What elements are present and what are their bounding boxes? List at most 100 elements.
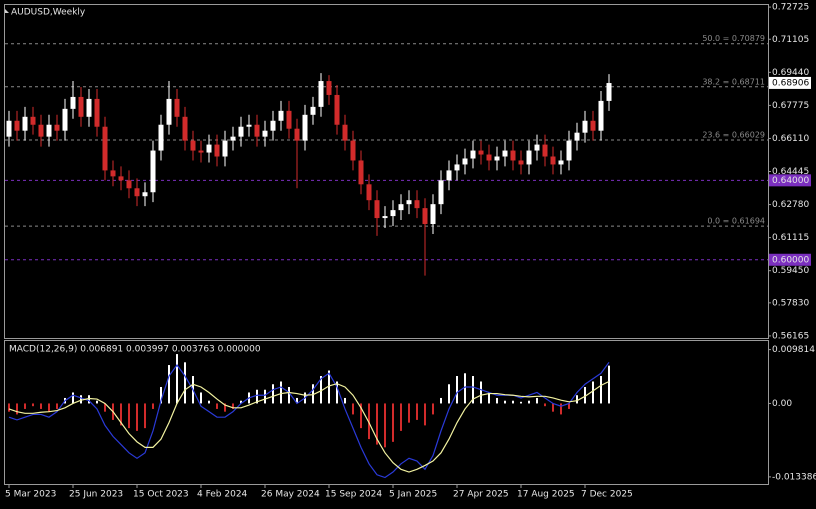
macd-histogram-bar [56,403,58,409]
macd-histogram-bar [280,381,282,404]
macd-histogram-bar [448,384,450,404]
macd-histogram-bar [496,397,498,404]
macd-histogram-bar [72,392,74,404]
x-tick-label: 7 Dec 2025 [581,490,633,500]
candle-body [606,83,612,101]
candle-body [14,120,20,131]
macd-histogram-bar [32,403,34,407]
x-tick-label: 5 Jan 2025 [389,490,437,500]
current-price-box [769,76,811,89]
macd-title: MACD(12,26,9) 0.006891 0.003997 0.003763… [9,345,261,355]
macd-histogram-bar [136,403,138,431]
candle-body [326,81,332,95]
panel-icon [5,9,9,13]
macd-histogram-bar [96,400,98,404]
candle-body [478,150,484,155]
candle-body [70,96,76,109]
candle-body [174,98,180,117]
macd-histogram-bar [296,397,298,404]
candle-body [310,106,316,115]
macd-histogram-bar [544,403,546,407]
macd-histogram-bar [608,365,610,404]
macd-histogram-bar [272,384,274,404]
price-level-box [769,174,811,187]
fib-label: 50.0 = 0.70879 [702,34,765,43]
macd-histogram-bar [592,381,594,404]
macd-histogram-bar [488,392,490,404]
candle-body [118,176,124,181]
candle-body [150,150,156,193]
macd-histogram-bar [376,403,378,445]
price-level-box [769,253,811,266]
candle-body [342,124,348,141]
candle-body [542,144,548,157]
candle-body [270,120,276,131]
candle-body [550,156,556,165]
macd-histogram-bar [536,397,538,404]
y-tick-label: 0.62780 [772,200,809,210]
macd-histogram-bar [336,381,338,404]
candle-body [246,124,252,127]
macd-histogram-bar [240,400,242,404]
y-tick-label: 0.00 [772,399,792,409]
x-tick-label: 26 May 2024 [261,490,320,500]
macd-histogram-bar [168,365,170,404]
macd-histogram-bar [600,376,602,404]
macd-histogram-bar [464,373,466,404]
candle-body [158,124,164,151]
y-tick-label: -0.013386 [772,472,816,482]
macd-histogram-bar [472,376,474,404]
macd-histogram-bar [576,395,578,404]
macd-histogram-bar [344,397,346,404]
macd-histogram-bar [568,403,570,409]
candle-body [286,110,292,129]
candle-body [222,140,228,157]
x-tick-label: 25 Jun 2023 [69,490,123,500]
x-tick-label: 15 Sep 2024 [325,490,382,500]
candle-body [94,98,100,127]
macd-histogram-bar [80,395,82,404]
macd-histogram-bar [8,403,10,412]
macd-histogram-bar [160,386,162,404]
macd-histogram-bar [208,400,210,404]
candle-body [206,144,212,153]
candle-body [398,204,404,211]
candle-body [574,132,580,141]
candle-body [110,170,116,177]
macd-histogram-bar [432,403,434,415]
macd-histogram-bar [504,400,506,404]
macd-histogram-bar [584,386,586,404]
macd-histogram-bar [128,403,130,429]
macd-histogram-bar [424,403,426,426]
candle-body [598,100,604,131]
candle-body [534,144,540,151]
candle-body [438,180,444,205]
candle-body [470,150,476,159]
macd-histogram-bar [48,403,50,412]
macd-histogram-bar [16,403,18,415]
candle-body [54,124,60,131]
candle-body [6,120,12,137]
candle-body [166,98,172,125]
candle-body [526,150,532,165]
y-tick-label: 0.69440 [772,68,809,78]
candle-body [390,210,396,217]
y-tick-label: 0.59450 [772,266,809,276]
y-tick-label: 0.61115 [772,233,809,243]
macd-histogram-bar [232,403,234,409]
candle-body [558,160,564,165]
candle-body [366,184,372,201]
current-price-label: 0.68906 [772,78,809,88]
candle-body [262,130,268,137]
y-tick-label: 0.57830 [772,298,809,308]
macd-histogram-bar [360,403,362,429]
fib-label: 23.6 = 0.66029 [702,131,765,140]
candle-body [422,208,428,225]
candle-body [214,144,220,157]
candle-body [502,150,508,157]
candle-body [446,170,452,181]
candle-body [454,164,460,171]
macd-histogram-bar [392,403,394,442]
price-level-label: 0.60000 [772,255,809,265]
